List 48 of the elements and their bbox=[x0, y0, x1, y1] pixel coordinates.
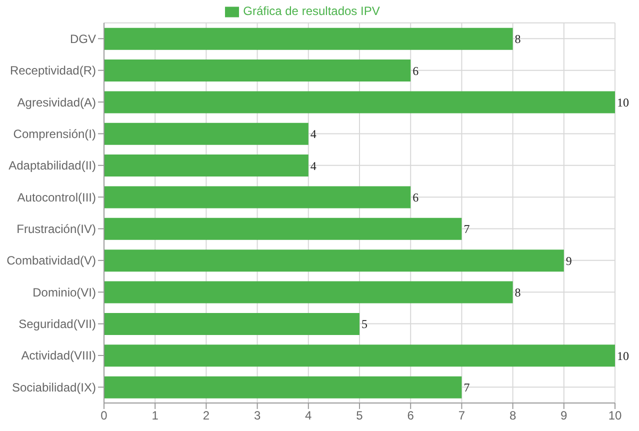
x-tick-label: 9 bbox=[560, 408, 568, 423]
x-tick-label: 7 bbox=[458, 408, 466, 423]
bar bbox=[104, 91, 615, 114]
bar bbox=[104, 186, 411, 208]
bar bbox=[104, 312, 360, 335]
x-tick-label: 6 bbox=[407, 408, 414, 423]
data-label: 4 bbox=[310, 127, 316, 142]
y-tick-label: Frustración(IV) bbox=[16, 222, 96, 236]
data-label: 6 bbox=[412, 190, 419, 204]
bar bbox=[104, 376, 462, 398]
legend-label: Gráfica de resultados IPV bbox=[243, 4, 380, 18]
bar bbox=[104, 122, 308, 145]
data-label: 9 bbox=[566, 254, 572, 268]
y-tick-label: Adaptabilidad(II) bbox=[8, 158, 96, 173]
y-tick-label: Comprensión(I) bbox=[13, 126, 96, 141]
data-label: 7 bbox=[464, 380, 470, 395]
y-tick-label: Actividad(VIII) bbox=[21, 348, 96, 363]
x-tick-label: 4 bbox=[305, 408, 312, 423]
bar bbox=[104, 60, 411, 82]
bar bbox=[104, 281, 513, 304]
data-label: 5 bbox=[362, 317, 368, 332]
x-tick-label: 8 bbox=[509, 408, 516, 423]
bar bbox=[104, 218, 462, 240]
x-tick-label: 3 bbox=[254, 408, 261, 423]
bar bbox=[104, 344, 615, 367]
x-tick-label: 10 bbox=[608, 408, 622, 423]
data-label: 6 bbox=[412, 64, 419, 78]
x-tick-label: 0 bbox=[100, 408, 108, 423]
y-tick-label: Combatividad(V) bbox=[6, 254, 96, 268]
data-label: 4 bbox=[310, 158, 316, 173]
y-tick-label: Receptividad(R) bbox=[10, 64, 96, 78]
y-tick-label: Sociabilidad(IX) bbox=[12, 380, 96, 394]
x-tick-label: 1 bbox=[152, 408, 159, 423]
data-label: 7 bbox=[464, 222, 470, 236]
y-tick-label: Agresividad(A) bbox=[17, 95, 96, 110]
y-tick-label: Seguridad(VII) bbox=[18, 317, 96, 332]
data-label: 10 bbox=[617, 348, 629, 363]
data-label: 8 bbox=[514, 32, 521, 46]
x-tick-label: 5 bbox=[356, 408, 364, 423]
data-label: 10 bbox=[617, 95, 629, 110]
bar bbox=[104, 250, 564, 272]
y-tick-label: Dominio(VI) bbox=[32, 285, 96, 300]
x-tick-label: 2 bbox=[202, 408, 210, 423]
y-tick-label: Autocontrol(III) bbox=[17, 190, 96, 204]
y-tick-label: DGV bbox=[70, 32, 96, 46]
bar bbox=[104, 154, 308, 177]
bar bbox=[104, 28, 513, 50]
data-label: 8 bbox=[514, 286, 521, 300]
